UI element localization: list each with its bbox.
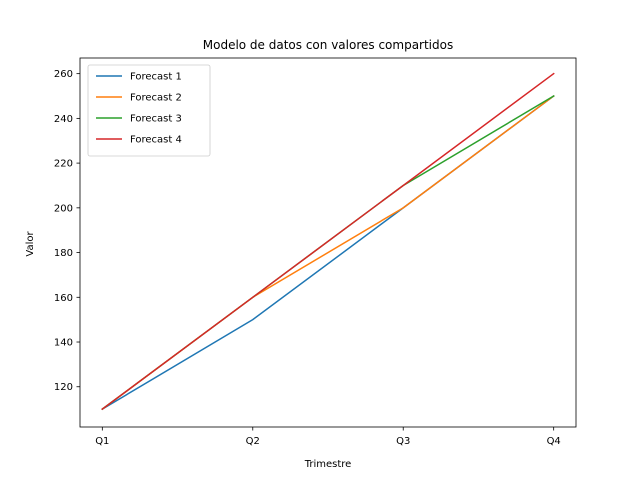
axes-frame: [79, 57, 577, 428]
legend-label-1: Forecast 1: [130, 72, 182, 83]
y-tick-label: 120: [54, 382, 73, 393]
y-tick-label: 240: [54, 114, 73, 125]
y-tick-label: 160: [54, 293, 73, 304]
legend-box: [87, 64, 211, 157]
chart-title: Modelo de datos con valores compartidos: [203, 38, 453, 52]
y-tick-label: 140: [54, 338, 73, 349]
plot-area: Q1 Q2 Q3 Q4 120 140 160 180 200 220 240 260: [54, 57, 577, 447]
x-tick-label: Q4: [547, 436, 561, 447]
legend-label-2: Forecast 2: [130, 93, 182, 104]
legend-label-3: Forecast 3: [130, 114, 182, 125]
series-line-4: [101, 72, 555, 411]
y-tick-label: 180: [54, 248, 73, 259]
x-axis-label: Trimestre: [304, 459, 352, 470]
x-tick-label: Q2: [246, 436, 260, 447]
x-tick-label: Q1: [95, 436, 109, 447]
y-tick-label: 200: [54, 203, 73, 214]
legend-label-4: Forecast 4: [130, 135, 182, 146]
legend: Forecast 1 Forecast 2 Forecast 3 Forecast 4: [87, 64, 211, 157]
y-tick-label: 220: [54, 159, 73, 170]
y-tick-label: 260: [54, 69, 73, 80]
x-tick-label: Q3: [396, 436, 410, 447]
y-axis-label: Valor: [25, 231, 36, 257]
